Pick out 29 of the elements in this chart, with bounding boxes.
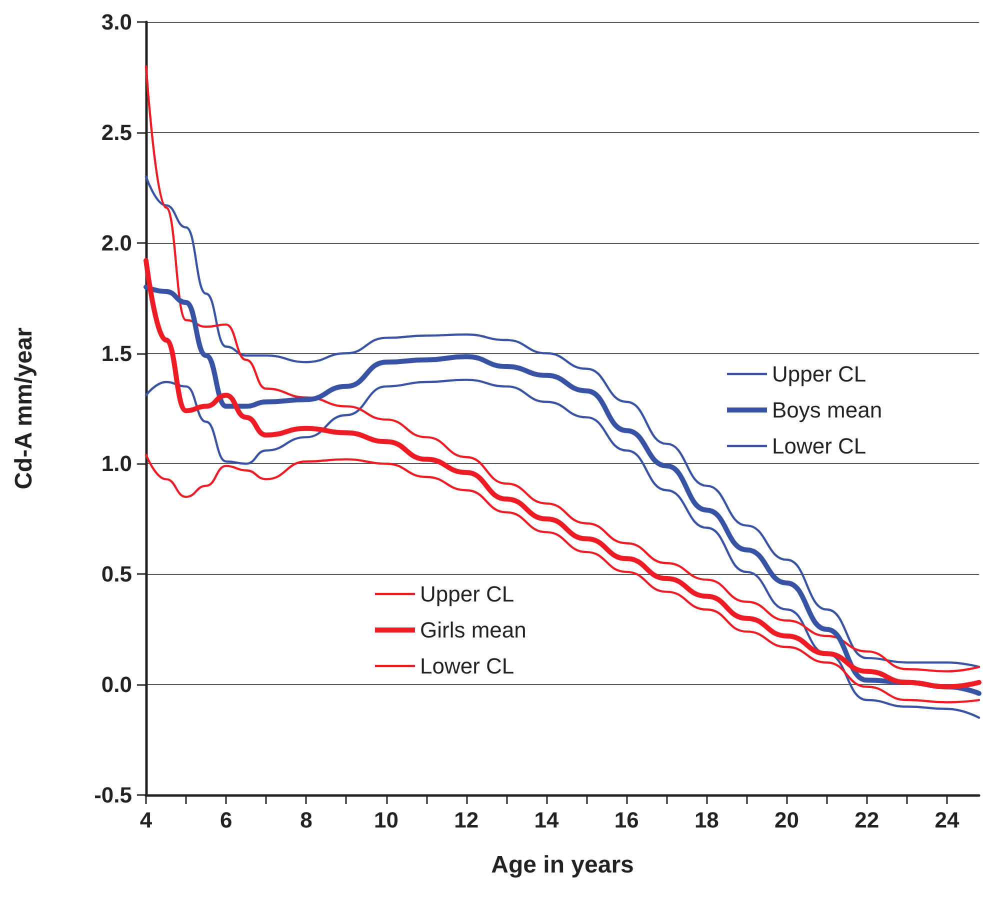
x-tick-label: 16 (614, 808, 639, 832)
x-tick-label: 6 (220, 808, 232, 832)
x-axis-title: Age in years (491, 852, 634, 878)
x-tick-label: 20 (774, 808, 800, 832)
y-tick-label: 3.0 (101, 10, 132, 34)
y-axis-title: Cd-A mm/year (10, 328, 38, 490)
legend-label: Upper CL (772, 362, 866, 386)
y-tick-label: -0.5 (94, 782, 132, 808)
x-tick-label: 10 (374, 808, 399, 832)
x-tick-label: 22 (854, 808, 880, 832)
legend-label: Boys mean (772, 398, 882, 422)
y-tick-label: 1.5 (101, 340, 132, 366)
legend-label: Lower CL (420, 654, 514, 678)
x-tick-label: 24 (934, 808, 960, 832)
legend-label: Girls mean (420, 618, 526, 642)
y-tick-label: 0.0 (101, 672, 132, 698)
x-tick-label: 18 (694, 808, 719, 832)
y-tick-label: 2.5 (101, 120, 132, 145)
y-tick-label: 2.0 (101, 230, 132, 256)
x-tick-label: 12 (454, 808, 479, 832)
legend-label: Upper CL (420, 582, 514, 606)
legend-label: Lower CL (772, 434, 866, 458)
line-series (144, 454, 980, 704)
y-tick-label: 1.0 (101, 451, 132, 476)
y-tick-label: 0.5 (101, 562, 132, 587)
line-series (144, 65, 980, 672)
x-tick-label: 4 (140, 808, 153, 832)
x-tick-label: 8 (300, 808, 312, 832)
x-tick-label: 14 (534, 808, 560, 832)
